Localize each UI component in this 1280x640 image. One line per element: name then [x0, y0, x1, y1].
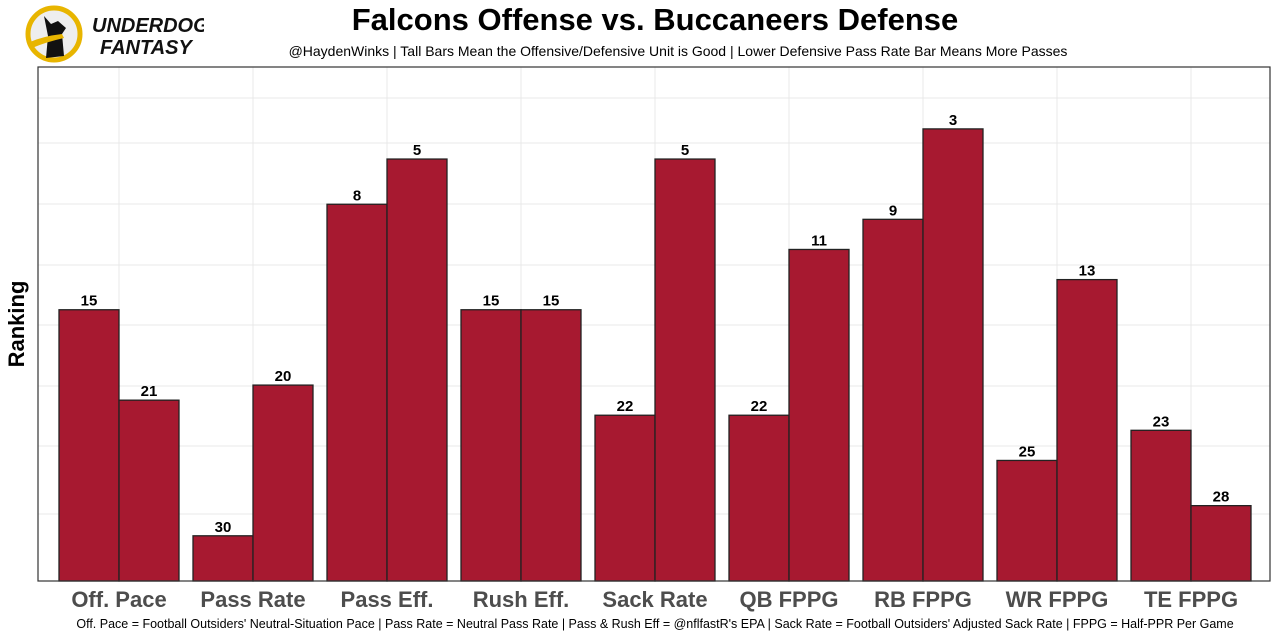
plot-border: [37, 66, 1271, 582]
data-label: 15: [483, 293, 500, 310]
bar: [1056, 278, 1118, 582]
data-label: 8: [353, 187, 361, 204]
x-tick-label: Pass Eff.: [341, 587, 434, 612]
svg-text:UNDERDOG: UNDERDOG: [92, 15, 204, 37]
x-tick-label: WR FPPG: [1006, 587, 1109, 612]
data-label: 5: [681, 142, 689, 159]
data-label: 28: [1213, 489, 1230, 506]
x-tick-label: Sack Rate: [602, 587, 707, 612]
bar: [922, 128, 984, 582]
bar: [520, 309, 582, 582]
chart-caption: Off. Pace = Football Outsiders' Neutral-…: [76, 617, 1234, 631]
x-tick-label: Pass Rate: [200, 587, 305, 612]
bar: [1190, 504, 1252, 582]
data-label: 11: [811, 232, 827, 249]
svg-text:FANTASY: FANTASY: [100, 37, 194, 59]
x-tick-label: Off. Pace: [71, 587, 166, 612]
data-label: 21: [141, 383, 158, 400]
bar: [788, 248, 850, 582]
bar: [862, 218, 924, 582]
bar: [386, 158, 448, 582]
bar: [654, 158, 716, 582]
bar: [1130, 429, 1192, 582]
data-label: 22: [751, 398, 768, 415]
data-label: 23: [1153, 413, 1170, 430]
bar: [252, 384, 314, 582]
bar: [192, 535, 254, 582]
bar: [594, 414, 656, 582]
data-label: 25: [1019, 443, 1036, 460]
bar: [460, 309, 522, 582]
x-tick-label: TE FPPG: [1144, 587, 1238, 612]
data-label: 9: [889, 202, 897, 219]
bar: [728, 414, 790, 582]
data-label: 3: [949, 112, 957, 129]
data-label: 13: [1079, 263, 1096, 280]
data-label: 15: [81, 293, 98, 310]
bar: [58, 309, 120, 582]
y-axis-label: Ranking: [4, 281, 29, 368]
data-label: 15: [543, 293, 560, 310]
data-label: 30: [215, 519, 232, 536]
bar: [326, 203, 388, 582]
x-tick-label: RB FPPG: [874, 587, 972, 612]
data-label: 22: [617, 398, 634, 415]
bar: [118, 399, 180, 582]
underdog-fantasy-logo: UNDERDOG FANTASY: [24, 4, 209, 69]
x-tick-label: Rush Eff.: [473, 587, 570, 612]
chart-subtitle: @HaydenWinks | Tall Bars Mean the Offens…: [288, 43, 1068, 59]
x-tick-label: QB FPPG: [739, 587, 838, 612]
bar: [996, 459, 1058, 582]
data-label: 5: [413, 142, 421, 159]
data-label: 20: [275, 368, 292, 385]
chart-title: Falcons Offense vs. Buccaneers Defense: [351, 2, 959, 37]
